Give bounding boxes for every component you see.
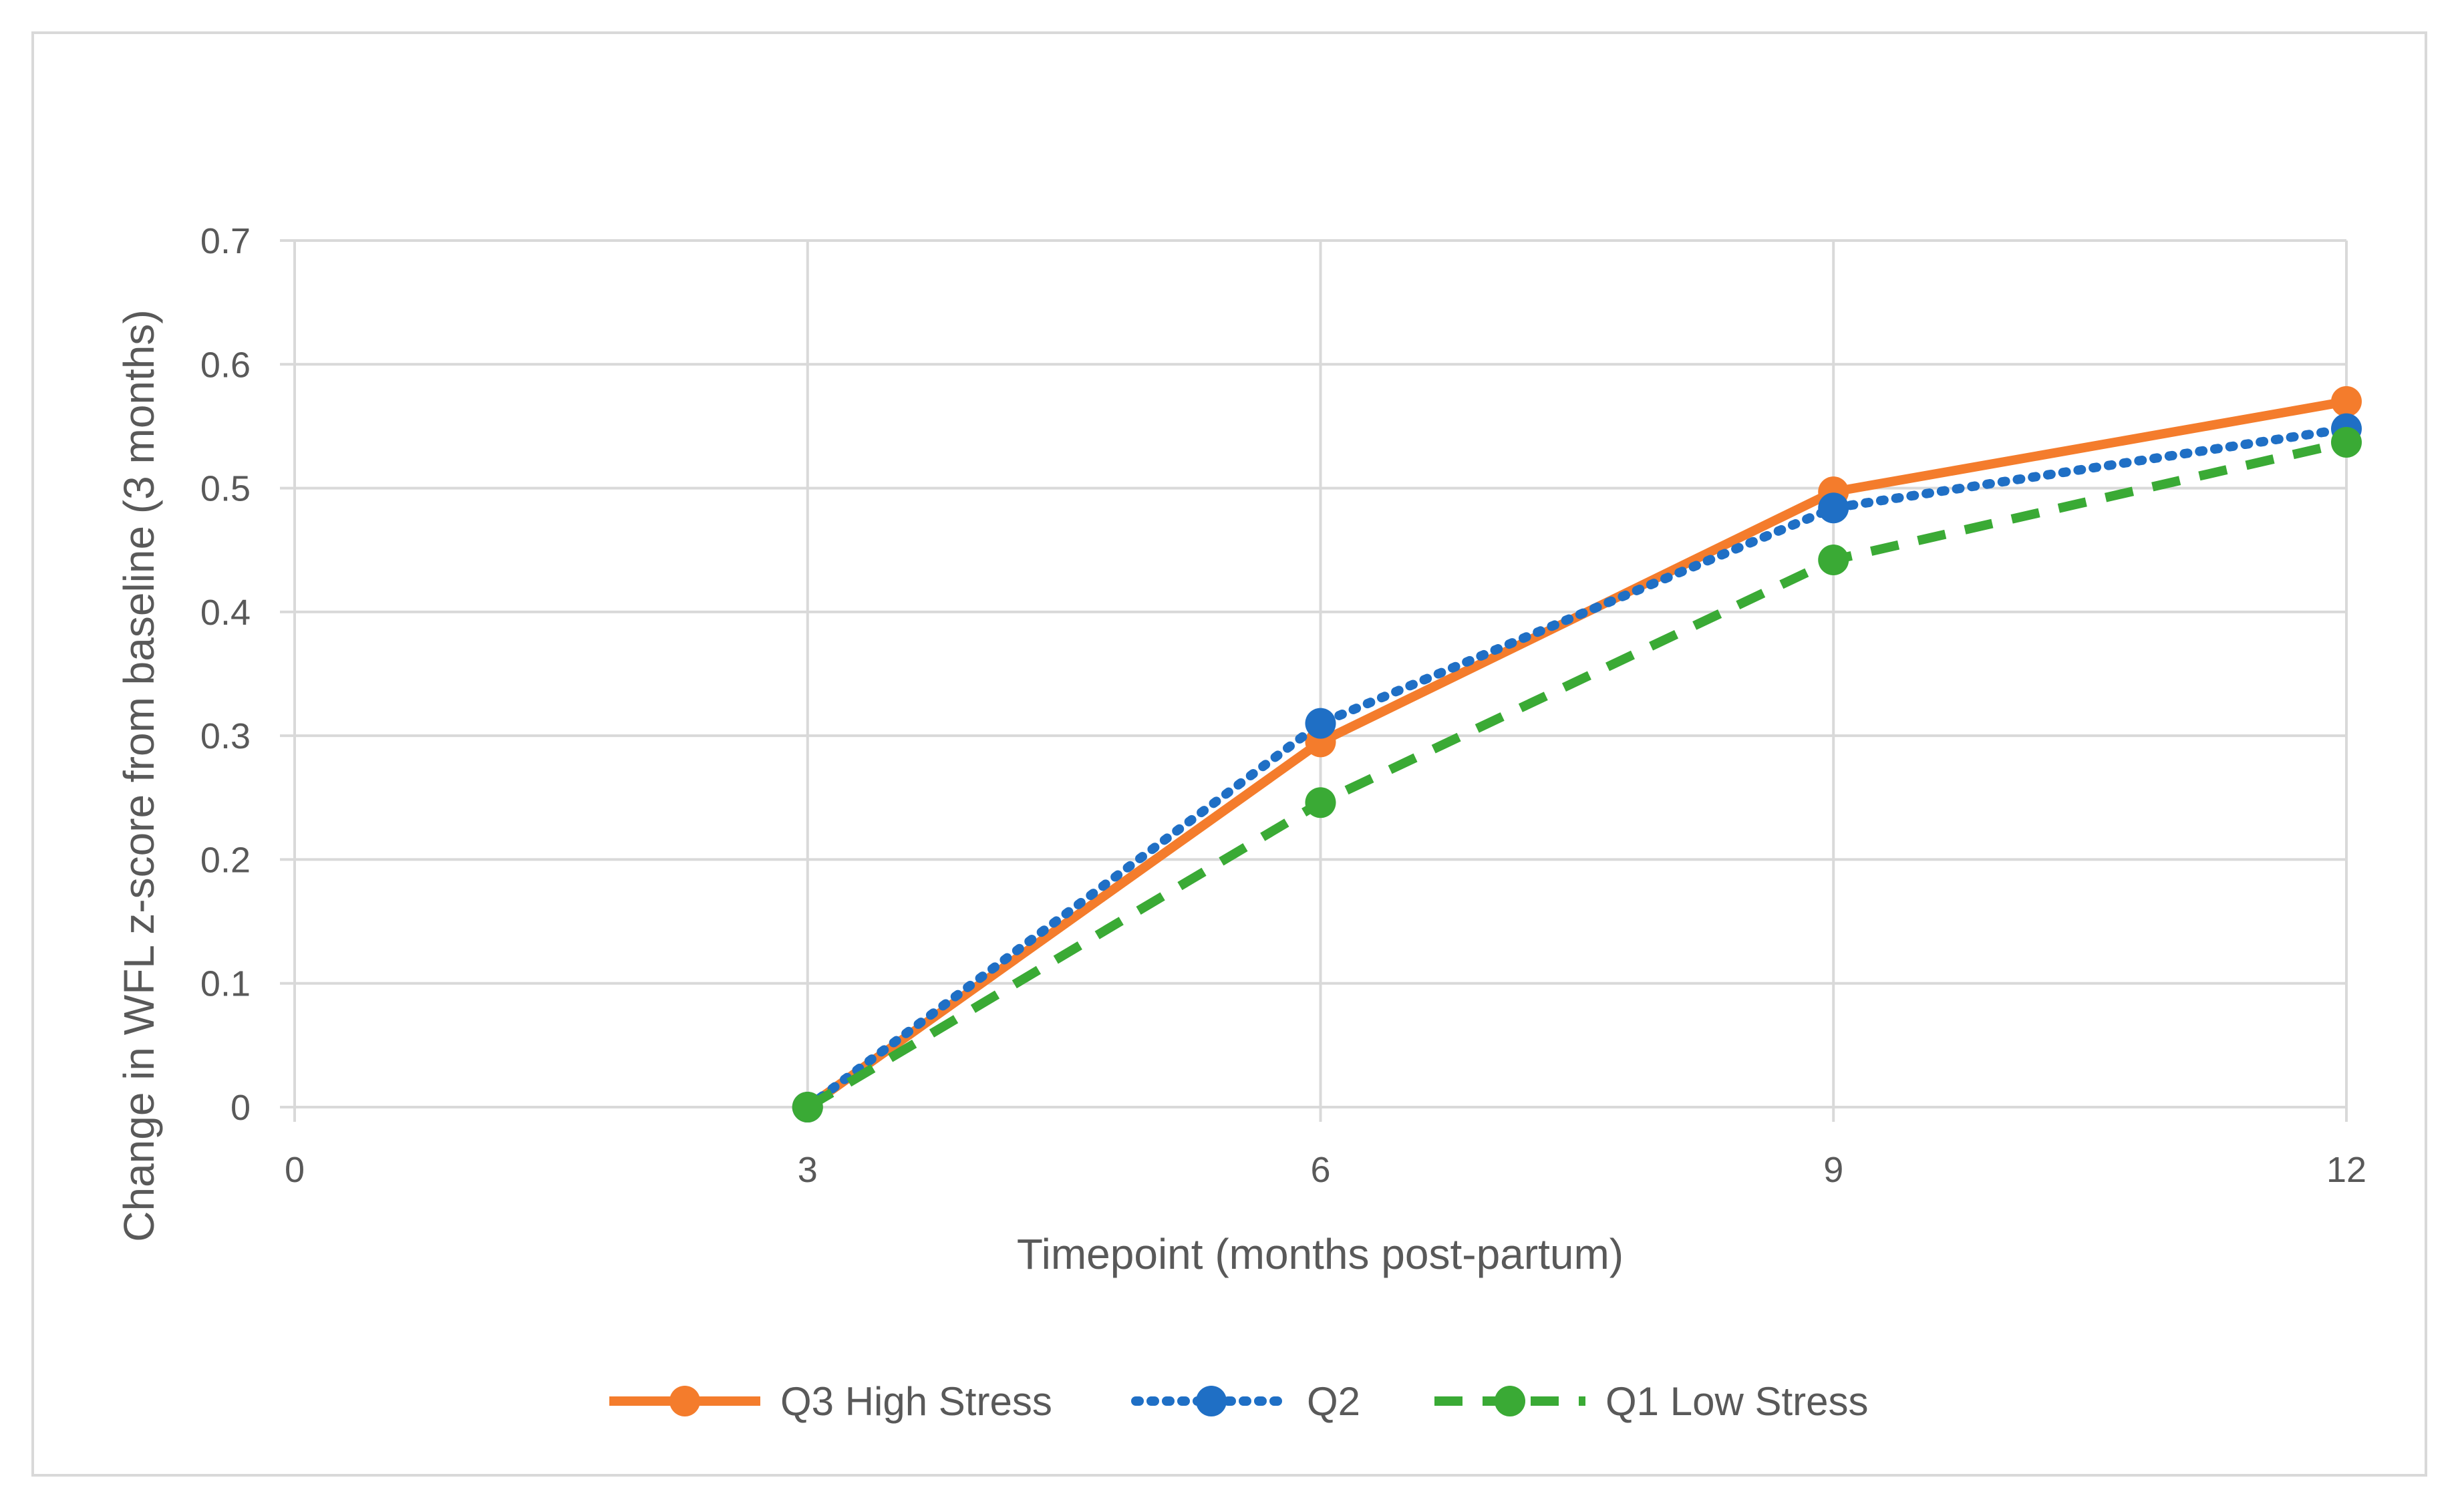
legend-item: Q1 Low Stress: [1434, 1379, 1869, 1424]
legend-marker: [669, 1386, 700, 1416]
y-tick-label: 0.3: [200, 716, 251, 756]
series-line: [804, 396, 2348, 1111]
legend-label: Q2: [1307, 1379, 1360, 1424]
y-tick-label: 0.7: [200, 221, 251, 261]
series-layer: [792, 386, 2362, 1122]
chart-frame: [31, 31, 2427, 1477]
y-tick-label: 0: [230, 1088, 251, 1128]
y-tick-label: 0.6: [200, 345, 251, 385]
x-tick-label: 9: [1823, 1150, 1843, 1190]
data-point: [1818, 545, 1849, 576]
data-point: [1305, 708, 1336, 739]
series-1: [792, 413, 2362, 1122]
legend-label: Q3 High Stress: [780, 1379, 1052, 1424]
y-tick-label: 0.1: [200, 964, 251, 1004]
series-line: [802, 424, 2351, 1112]
legend-marker: [1495, 1386, 1525, 1416]
y-tick-label: 0.2: [200, 840, 251, 880]
x-axis-title: Timepoint (months post-partum): [1017, 1230, 1624, 1278]
axes: 0 0.1 0.2 0.3 0.4 0.5 0.6 0.7 0 3 6 9 12: [200, 221, 2366, 1190]
data-point: [2331, 386, 2362, 417]
y-axis-title: Change in WFL z-score from baseline (3 m…: [115, 309, 163, 1242]
y-tick-label: 0.5: [200, 469, 251, 509]
x-tick-label: 12: [2326, 1150, 2366, 1190]
series-line: [805, 438, 2348, 1112]
gridlines: [295, 239, 2348, 1107]
data-point: [2331, 427, 2362, 458]
data-point: [1305, 787, 1336, 818]
legend-marker: [1196, 1386, 1227, 1416]
x-tick-label: 0: [285, 1150, 305, 1190]
data-point: [1818, 492, 1849, 524]
legend-label: Q1 Low Stress: [1605, 1379, 1869, 1424]
y-tick-label: 0.4: [200, 593, 251, 633]
series-2: [792, 427, 2362, 1122]
x-tick-label: 6: [1310, 1150, 1330, 1190]
legend-item: Q2: [1131, 1379, 1360, 1424]
legend-item: Q3 High Stress: [609, 1379, 1052, 1424]
x-tick-label: 3: [798, 1150, 818, 1190]
legend: Q3 High Stress Q2 Q1 Low Stress: [609, 1379, 1869, 1424]
data-point: [792, 1092, 823, 1122]
